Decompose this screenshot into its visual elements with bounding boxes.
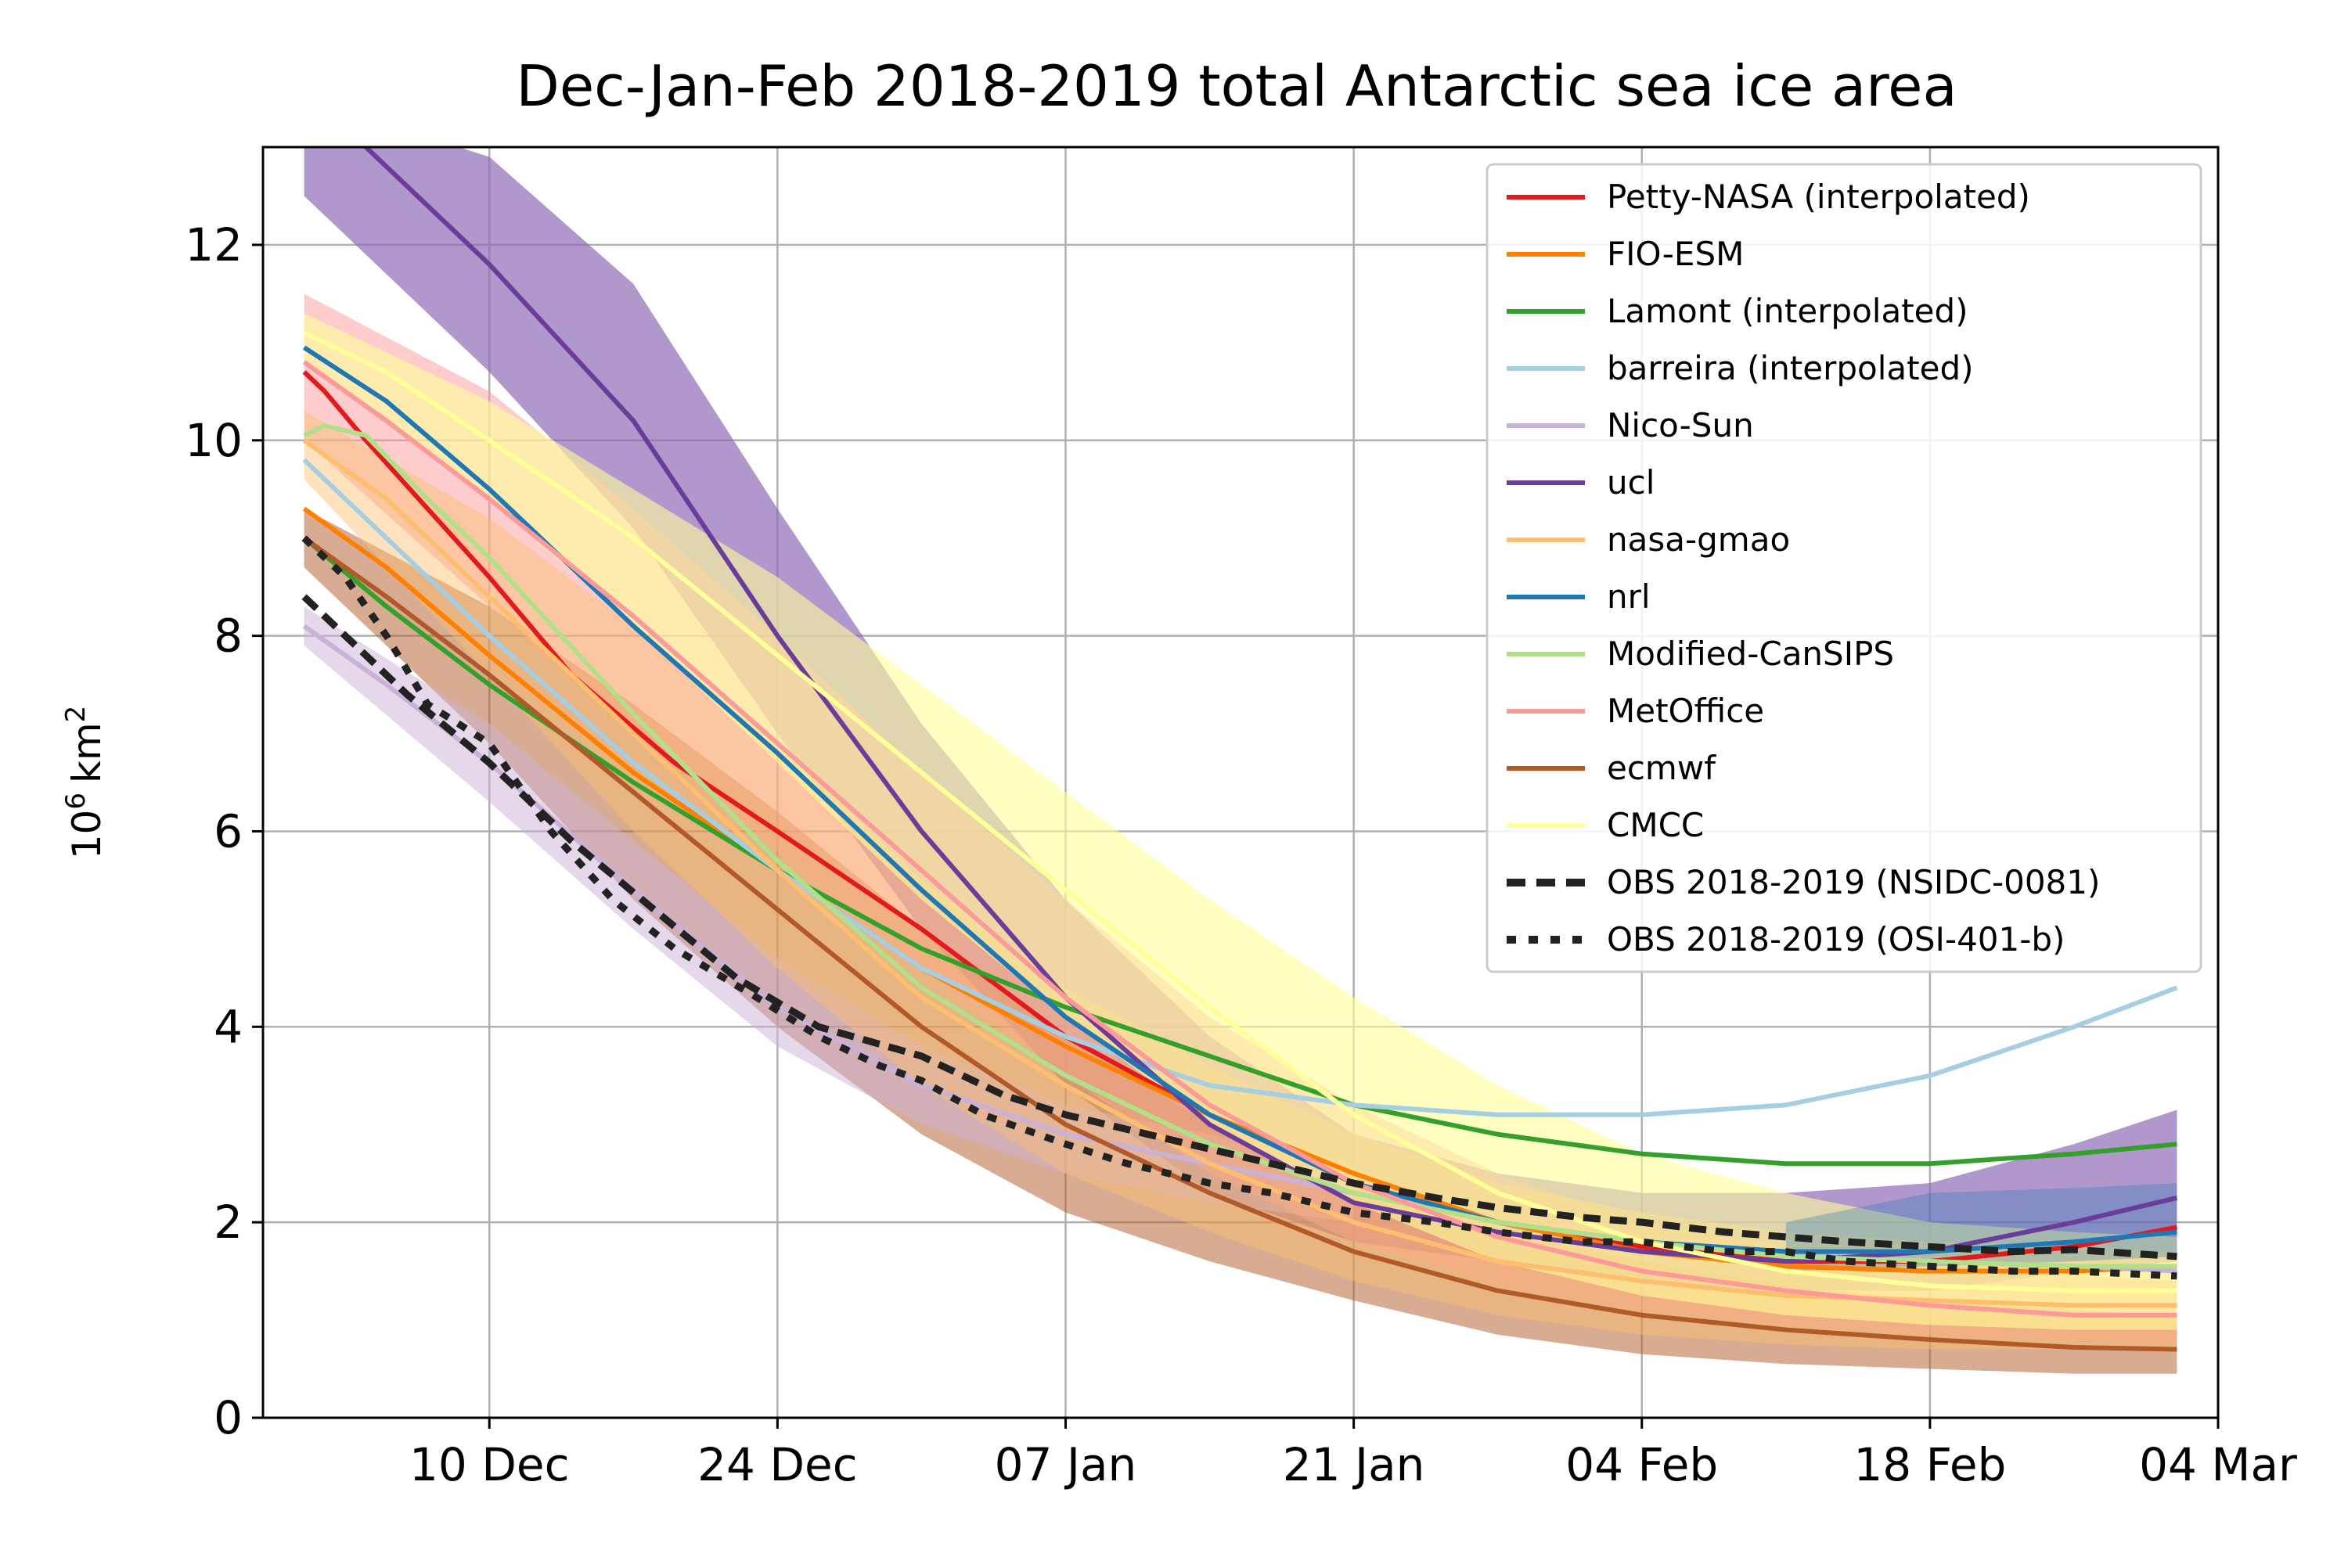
y-tick-label: 10 xyxy=(185,414,243,467)
x-tick-label: 04 Feb xyxy=(1565,1438,1718,1491)
x-tick-label: 10 Dec xyxy=(409,1438,569,1491)
legend-label-lamont-interpolated: Lamont (interpolated) xyxy=(1607,292,1968,330)
series-line-obs-2018-2019-osi-401-b xyxy=(301,535,2177,1280)
x-tick-label: 04 Mar xyxy=(2139,1438,2297,1491)
series-line-barreira-interpolated xyxy=(302,458,2178,1117)
legend-items: Petty-NASA (interpolated) FIO-ESM Lamont (… xyxy=(1507,178,2100,958)
legend-label-metoffice: MetOffice xyxy=(1607,692,1764,730)
y-tick-label: 2 xyxy=(214,1196,243,1249)
series-line-cmcc xyxy=(303,330,2177,1293)
band-nrl xyxy=(1785,1183,2177,1271)
legend-label-petty-nasa-interpolated: Petty-NASA (interpolated) xyxy=(1607,178,2030,216)
legend-label-fio-esm: FIO-ESM xyxy=(1607,235,1744,273)
x-tick-label: 07 Jan xyxy=(995,1438,1137,1491)
y-axis-label-unit: km xyxy=(64,722,110,783)
y-axis: 0 2 4 6 8 10 12 xyxy=(185,218,263,1444)
chart-title: Dec-Jan-Feb 2018-2019 total Antarctic se… xyxy=(516,53,1957,119)
y-axis-label: 106 km2 xyxy=(60,706,110,860)
legend-label-ecmwf: ecmwf xyxy=(1607,749,1716,787)
series-line-lamont-interpolated xyxy=(302,536,2177,1167)
legend-label-ucl: ucl xyxy=(1607,463,1655,502)
legend-label-nasa-gmao: nasa-gmao xyxy=(1607,520,1790,559)
x-tick-label: 21 Jan xyxy=(1283,1438,1425,1491)
legend-label-modified-cansips: Modified-CanSIPS xyxy=(1607,635,1894,673)
y-tick-label: 8 xyxy=(214,610,243,663)
legend-label-nico-sun: Nico-Sun xyxy=(1607,406,1754,444)
x-tick-label: 18 Feb xyxy=(1853,1438,2006,1491)
series-line-ecmwf xyxy=(302,536,2177,1352)
y-tick-label: 6 xyxy=(214,804,243,858)
y-tick-label: 0 xyxy=(214,1391,243,1444)
legend-label-cmcc: CMCC xyxy=(1607,806,1704,844)
series-line-nrl xyxy=(302,345,2177,1254)
legend-label-barreira-interpolated: barreira (interpolated) xyxy=(1607,349,1974,387)
y-axis-label-base: 10 xyxy=(64,810,110,860)
y-tick-label: 12 xyxy=(185,218,243,272)
legend-label-obs-2018-2019-osi-401-b: OBS 2018-2019 (OSI-401-b) xyxy=(1607,920,2065,958)
legend-box xyxy=(1486,163,2202,973)
y-tick-label: 4 xyxy=(214,1000,243,1053)
legend: Petty-NASA (interpolated) FIO-ESM Lamont (… xyxy=(1486,163,2202,973)
series-lines xyxy=(301,147,2178,1352)
legend-label-nrl: nrl xyxy=(1607,577,1651,616)
y-axis-label-exp: 6 xyxy=(60,793,92,810)
series-line-metoffice xyxy=(302,360,2177,1318)
x-tick-label: 24 Dec xyxy=(697,1438,857,1491)
y-axis-label-unit-exp: 2 xyxy=(60,706,92,723)
legend-label-obs-2018-2019-nsidc-0081: OBS 2018-2019 (NSIDC-0081) xyxy=(1607,863,2100,901)
x-axis: 10 Dec 24 Dec 07 Jan 21 Jan 04 Feb 18 Feb 04 M… xyxy=(409,1418,2297,1491)
series-line-obs-2018-2019-nsidc-0081 xyxy=(301,594,2177,1261)
plot-frame xyxy=(261,146,2220,1419)
series-line-ucl xyxy=(362,147,2178,1264)
